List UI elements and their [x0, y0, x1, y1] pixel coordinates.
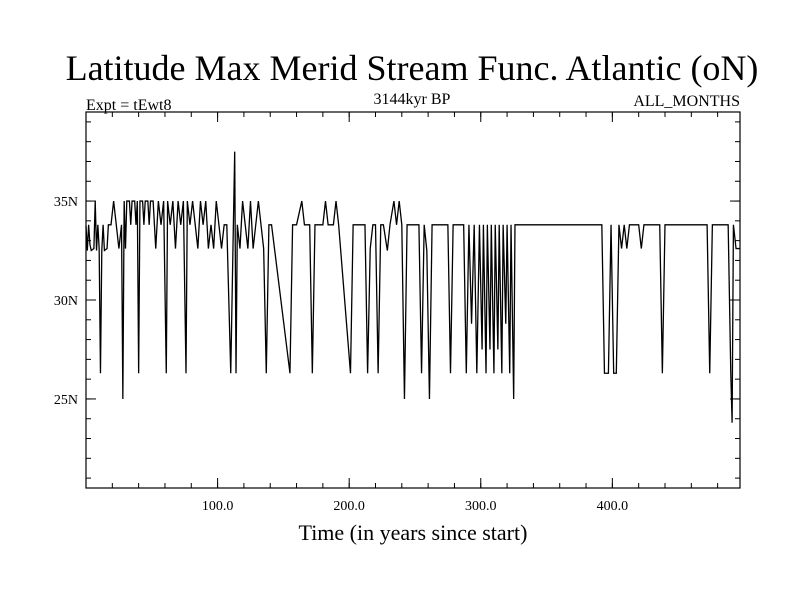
series-line-lat_max: [85, 151, 740, 423]
experiment-label: Expt = tEwt8: [86, 97, 171, 114]
y-tick-label: 25N: [54, 393, 78, 408]
y-tick-label: 35N: [54, 195, 78, 210]
x-tick-label: 400.0: [597, 499, 629, 514]
x-axis-label: Time (in years since start): [299, 520, 528, 545]
series-group: [85, 151, 740, 423]
axis-tick-labels: 100.0 200.0 300.0 400.0 25N 30N 35N: [54, 195, 628, 514]
axis-ticks: [86, 112, 740, 488]
x-tick-label: 300.0: [465, 499, 497, 514]
y-tick-label: 30N: [54, 294, 78, 309]
x-tick-label: 100.0: [202, 499, 234, 514]
x-tick-label: 200.0: [333, 499, 365, 514]
chart-title: Latitude Max Merid Stream Func. Atlantic…: [66, 48, 759, 88]
period-label: 3144kyr BP: [374, 91, 451, 108]
months-label: ALL_MONTHS: [633, 93, 740, 110]
